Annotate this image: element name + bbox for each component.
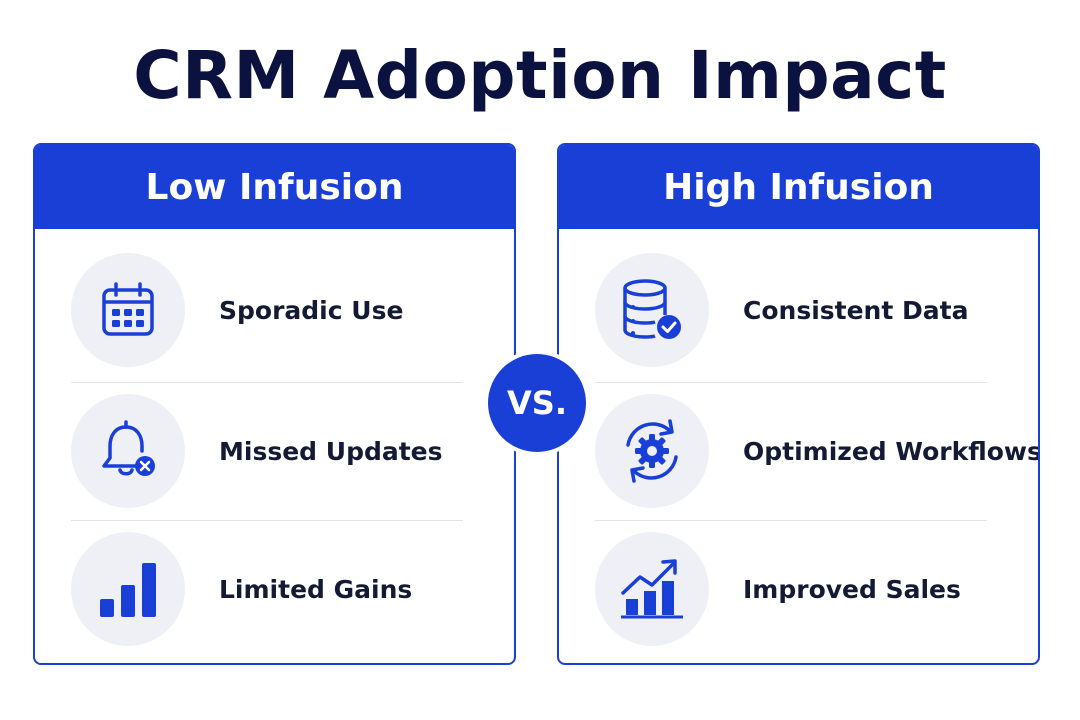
page-title: CRM Adoption Impact [133, 37, 947, 114]
list-item-missed-updates: Missed Updates [71, 394, 443, 508]
vs-badge: VS. [484, 350, 590, 456]
divider [595, 520, 987, 521]
list-item-sporadic-use: Sporadic Use [71, 253, 403, 367]
bell-x-icon [71, 394, 185, 508]
item-label: Optimized Workflows [743, 436, 1040, 466]
list-item-limited-gains: Limited Gains [71, 532, 412, 646]
item-label: Missed Updates [219, 436, 443, 466]
gear-cycle-icon [595, 394, 709, 508]
high-infusion-header: High Infusion [559, 145, 1038, 229]
low-infusion-panel: Low Infusion Sporadic Use [33, 143, 516, 665]
item-label: Consistent Data [743, 295, 969, 325]
list-item-improved-sales: Improved Sales [595, 532, 961, 646]
list-item-consistent-data: Consistent Data [595, 253, 968, 367]
list-item-optimized-workflows: Optimized Workflows [595, 394, 1040, 508]
high-infusion-panel: High Infusion Consistent Data [557, 143, 1040, 665]
calendar-icon [71, 253, 185, 367]
divider [71, 520, 463, 521]
growth-chart-icon [595, 532, 709, 646]
database-check-icon [595, 253, 709, 367]
divider [595, 382, 987, 383]
item-label: Sporadic Use [219, 295, 404, 325]
item-label: Improved Sales [743, 574, 961, 604]
item-label: Limited Gains [219, 574, 413, 604]
divider [71, 382, 463, 383]
bar-chart-icon [71, 532, 185, 646]
low-infusion-header: Low Infusion [35, 145, 514, 229]
